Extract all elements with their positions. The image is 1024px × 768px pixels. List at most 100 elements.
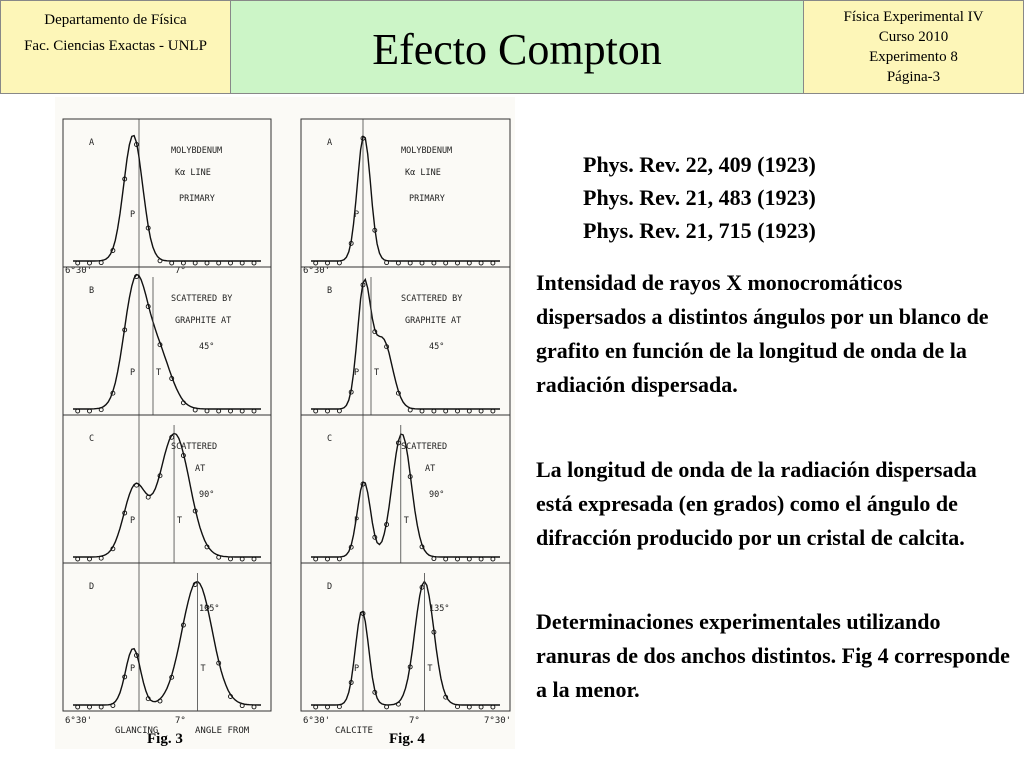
t-marker: T xyxy=(201,664,206,674)
data-point xyxy=(98,555,104,561)
data-point xyxy=(384,260,390,266)
t-marker: T xyxy=(177,516,182,526)
tick-label: 7°30' xyxy=(484,716,511,726)
data-point xyxy=(180,260,186,266)
p-marker: P xyxy=(354,516,359,526)
panel-note: AT xyxy=(195,464,205,474)
data-point xyxy=(122,674,128,680)
data-point xyxy=(431,556,437,562)
data-point xyxy=(157,698,163,704)
reference-item: Phys. Rev. 21, 483 (1923) xyxy=(583,185,816,210)
panel-letter: B xyxy=(89,286,94,296)
data-point xyxy=(313,408,319,414)
data-point xyxy=(336,408,342,414)
data-point xyxy=(419,408,425,414)
data-point xyxy=(490,704,496,710)
figure-background xyxy=(55,97,515,749)
data-point xyxy=(407,407,413,413)
tick-label: 6°30' xyxy=(303,266,330,276)
data-point xyxy=(478,408,484,414)
data-point xyxy=(134,274,139,280)
paragraph-intensity: Intensidad de rayos X monocromáticos dis… xyxy=(536,270,989,397)
header-department: Departamento de Física Fac. Ciencias Exa… xyxy=(0,0,231,94)
panel-note: Kα LINE xyxy=(175,168,211,178)
p-marker: P xyxy=(130,516,135,526)
p-marker: P xyxy=(130,368,135,378)
data-point xyxy=(348,544,354,550)
data-point xyxy=(313,556,319,562)
data-point xyxy=(325,556,330,562)
panel-letter: B xyxy=(327,286,332,296)
fig3-caption: Fig. 3 xyxy=(147,731,183,747)
experiment-number: Experimento 8 xyxy=(869,49,958,65)
data-point xyxy=(145,304,151,309)
data-point xyxy=(169,376,175,381)
data-point xyxy=(98,260,104,266)
tick-label: 6°30' xyxy=(65,266,92,276)
data-point xyxy=(157,342,163,348)
course-name: Física Experimental IV xyxy=(843,9,984,25)
faculty-name: Fac. Ciencias Exactas - UNLP xyxy=(24,38,207,54)
slide-title-band: Efecto Compton xyxy=(231,0,803,94)
data-point xyxy=(216,408,222,414)
data-point xyxy=(192,508,198,514)
data-point xyxy=(455,408,460,414)
tick-label: 7° xyxy=(175,266,186,276)
data-point xyxy=(134,142,139,147)
panel-note: MOLYBDENUM xyxy=(401,146,452,156)
data-point xyxy=(216,554,222,560)
data-point xyxy=(466,556,472,562)
data-point xyxy=(325,260,330,266)
panel-note: SCATTERED xyxy=(171,442,217,452)
p-marker: P xyxy=(130,664,135,674)
panel-note: 45° xyxy=(429,342,444,352)
data-point xyxy=(466,260,472,266)
data-point xyxy=(384,522,390,527)
data-point xyxy=(313,704,319,710)
data-point xyxy=(360,481,366,487)
data-point xyxy=(348,240,354,246)
compton-figure-scan: P A MOLYBDENUM Kα LINE PRIMARY T P B SCATTERED B… xyxy=(55,97,515,749)
panel-note: SCATTERED BY xyxy=(401,294,462,304)
p-marker: P xyxy=(354,368,359,378)
data-point xyxy=(204,604,210,610)
reference-item: Phys. Rev. 21, 715 (1923) xyxy=(583,218,816,243)
data-point xyxy=(478,260,484,266)
data-point xyxy=(455,704,460,710)
panel-note: 45° xyxy=(199,342,214,352)
data-point xyxy=(122,327,128,333)
data-point xyxy=(75,408,81,414)
data-point xyxy=(239,408,245,414)
data-point xyxy=(348,680,354,685)
data-point xyxy=(180,400,186,406)
panel-letter: A xyxy=(89,138,94,148)
data-point xyxy=(395,701,401,707)
axis-caption: GLANCING xyxy=(115,726,158,736)
data-point xyxy=(325,704,330,710)
data-point xyxy=(360,282,366,288)
data-point xyxy=(228,694,233,699)
t-marker: T xyxy=(404,516,409,526)
data-point xyxy=(228,408,233,414)
data-point xyxy=(336,260,342,266)
data-point xyxy=(180,453,186,458)
data-point xyxy=(431,629,437,635)
data-point xyxy=(372,689,378,695)
data-point xyxy=(251,556,257,562)
data-point xyxy=(110,248,116,253)
data-point xyxy=(395,260,401,266)
tick-label: 7° xyxy=(409,716,420,726)
spectrum-curve xyxy=(73,580,261,706)
data-point xyxy=(169,260,175,266)
data-point xyxy=(239,260,245,266)
data-point xyxy=(455,260,460,266)
compton-spectra-figure: P A MOLYBDENUM Kα LINE PRIMARY T P B SCATTERED B… xyxy=(55,97,515,749)
data-point xyxy=(490,260,496,266)
data-point xyxy=(134,482,139,488)
t-marker: T xyxy=(156,368,161,378)
data-point xyxy=(122,176,128,182)
data-point xyxy=(239,556,245,562)
data-point xyxy=(192,407,198,413)
data-point xyxy=(360,611,366,616)
tick-label: 6°30' xyxy=(65,716,92,726)
